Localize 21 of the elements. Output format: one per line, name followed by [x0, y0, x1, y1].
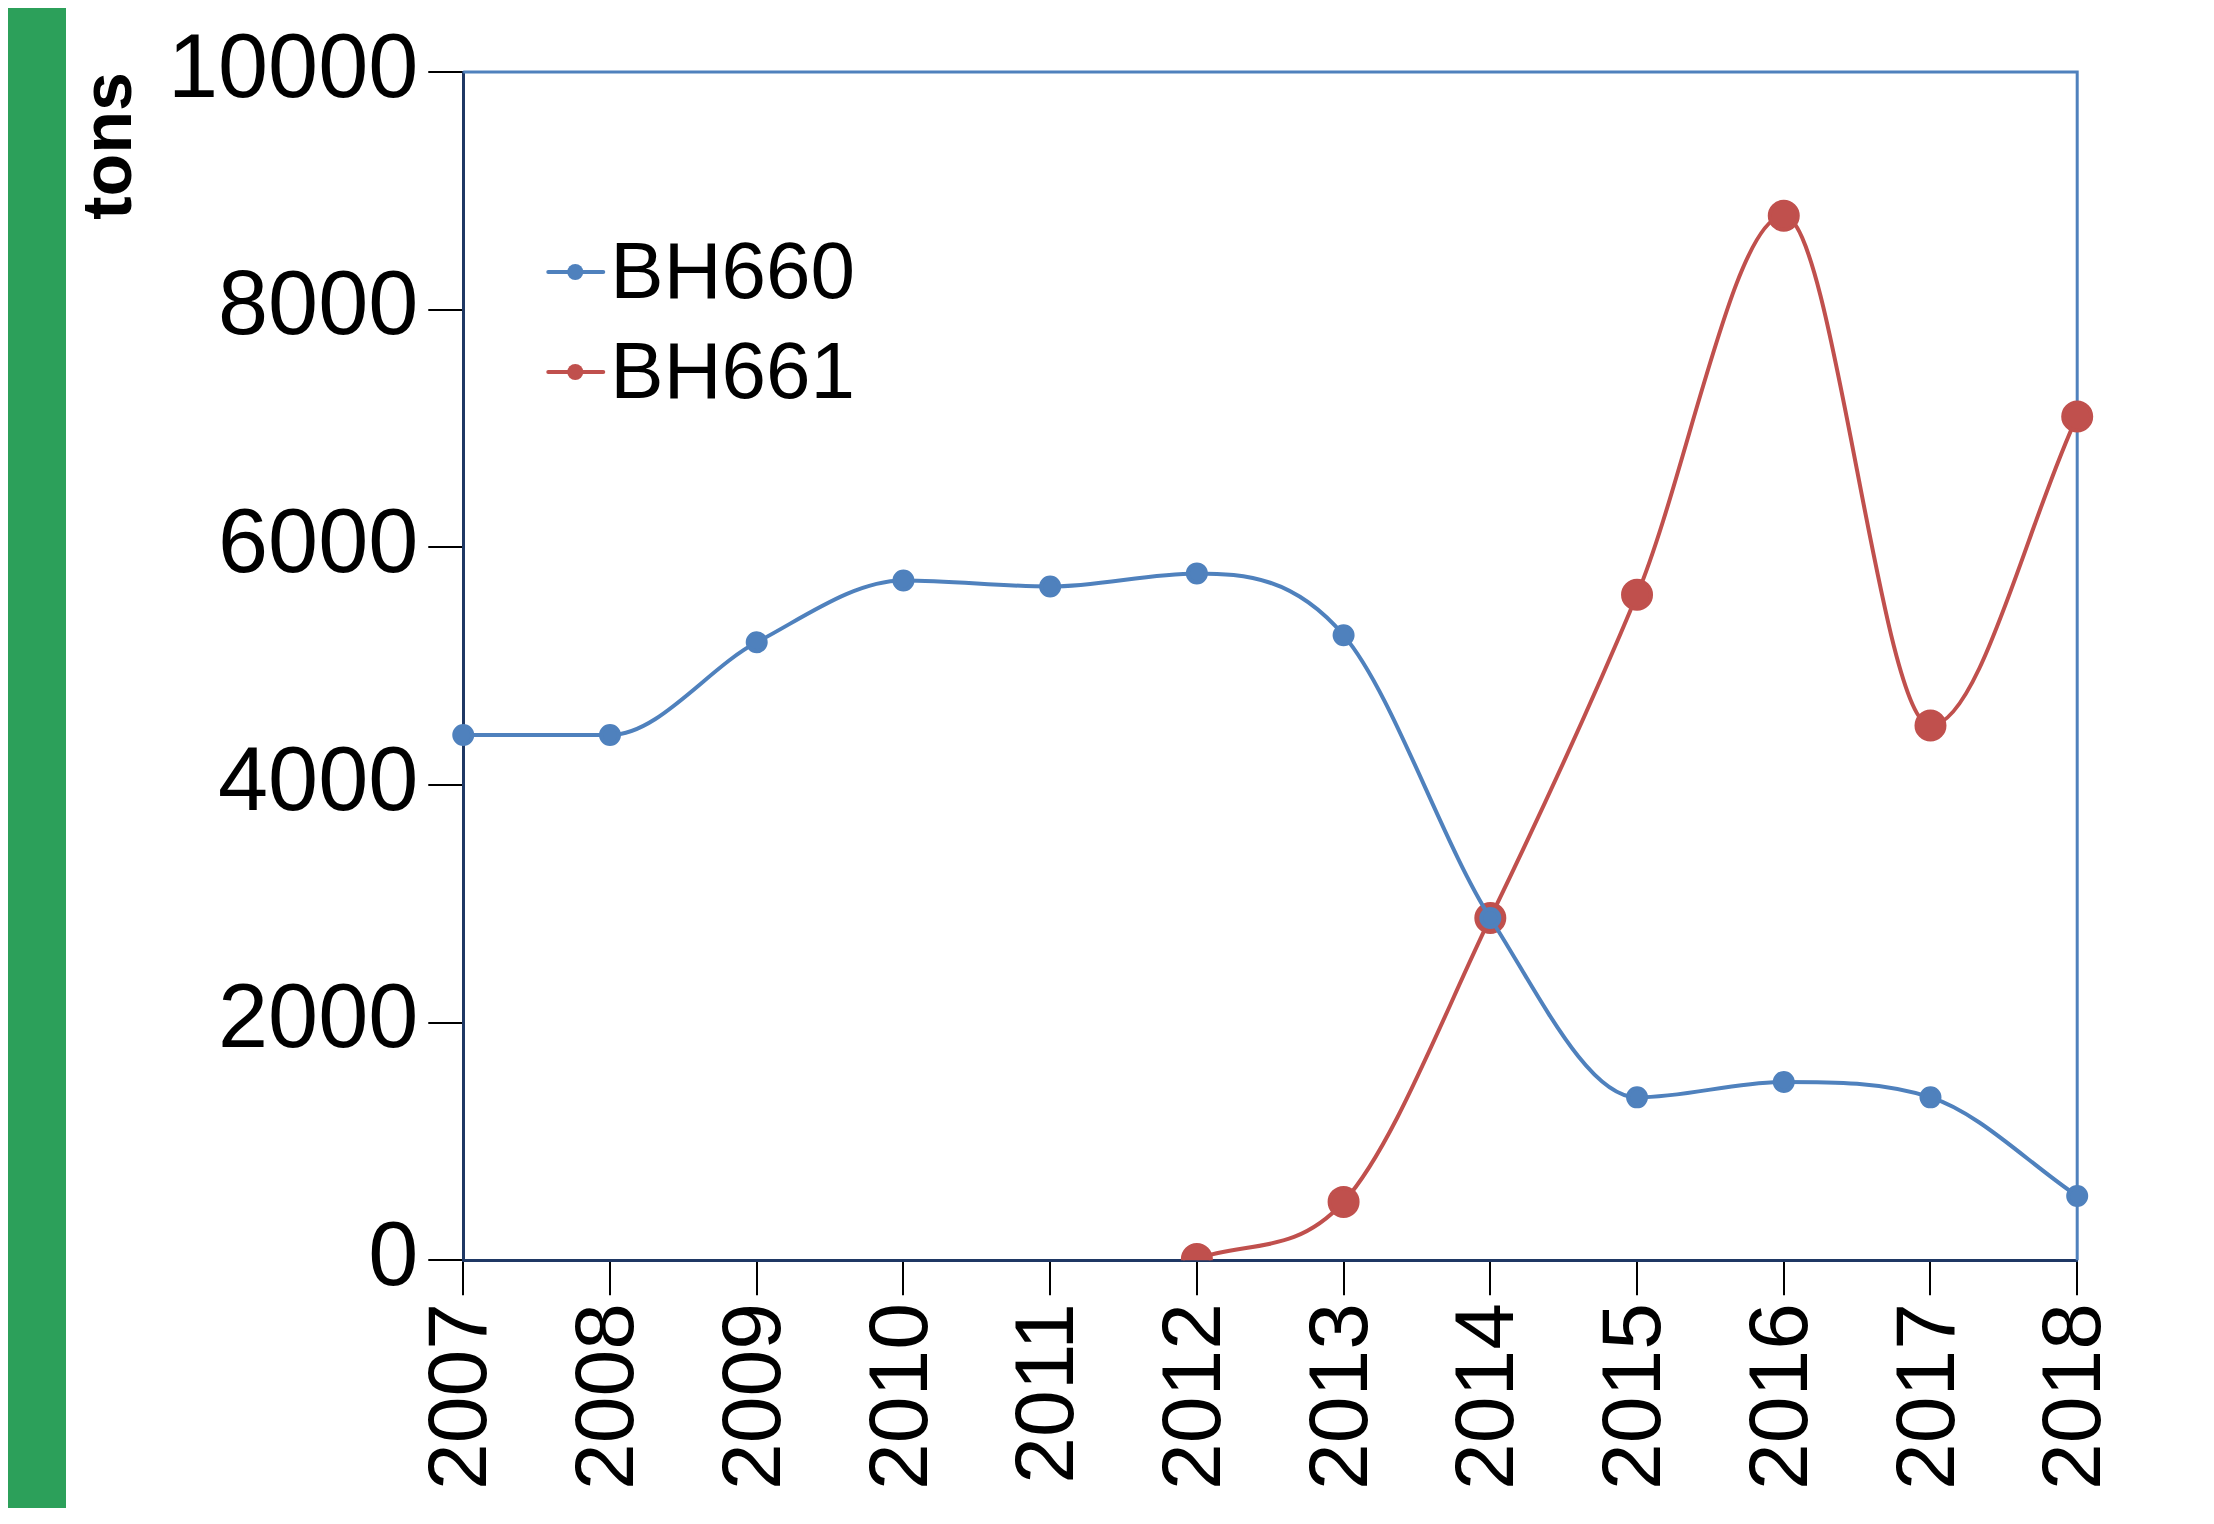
x-tick-label: 2016 — [1730, 1303, 1825, 1491]
legend-label: BH661 — [610, 326, 855, 416]
x-tick-label: 2013 — [1290, 1303, 1385, 1491]
x-tick-label: 2017 — [1877, 1303, 1972, 1491]
x-tick-label: 2009 — [703, 1303, 798, 1491]
y-axis-title: tons — [68, 72, 147, 220]
x-tick-label: 2012 — [1144, 1303, 1239, 1491]
y-tick-label: 0 — [368, 1203, 419, 1304]
y-tick-label: 6000 — [218, 491, 419, 592]
x-tick-label: 2010 — [850, 1303, 945, 1491]
x-tick-label: 2008 — [557, 1303, 652, 1491]
x-tick-label: 2007 — [410, 1303, 505, 1491]
y-tick-label: 8000 — [218, 253, 419, 354]
y-tick-label: 2000 — [218, 966, 419, 1067]
x-tick-label: 2011 — [997, 1303, 1092, 1484]
legend-label: BH660 — [610, 226, 855, 316]
x-tick-label: 2018 — [2024, 1303, 2119, 1491]
x-tick-label: 2015 — [1584, 1303, 1679, 1491]
x-tick-label: 2014 — [1437, 1303, 1532, 1491]
y-tick-label: 10000 — [167, 15, 419, 116]
y-tick-label: 4000 — [218, 728, 419, 829]
